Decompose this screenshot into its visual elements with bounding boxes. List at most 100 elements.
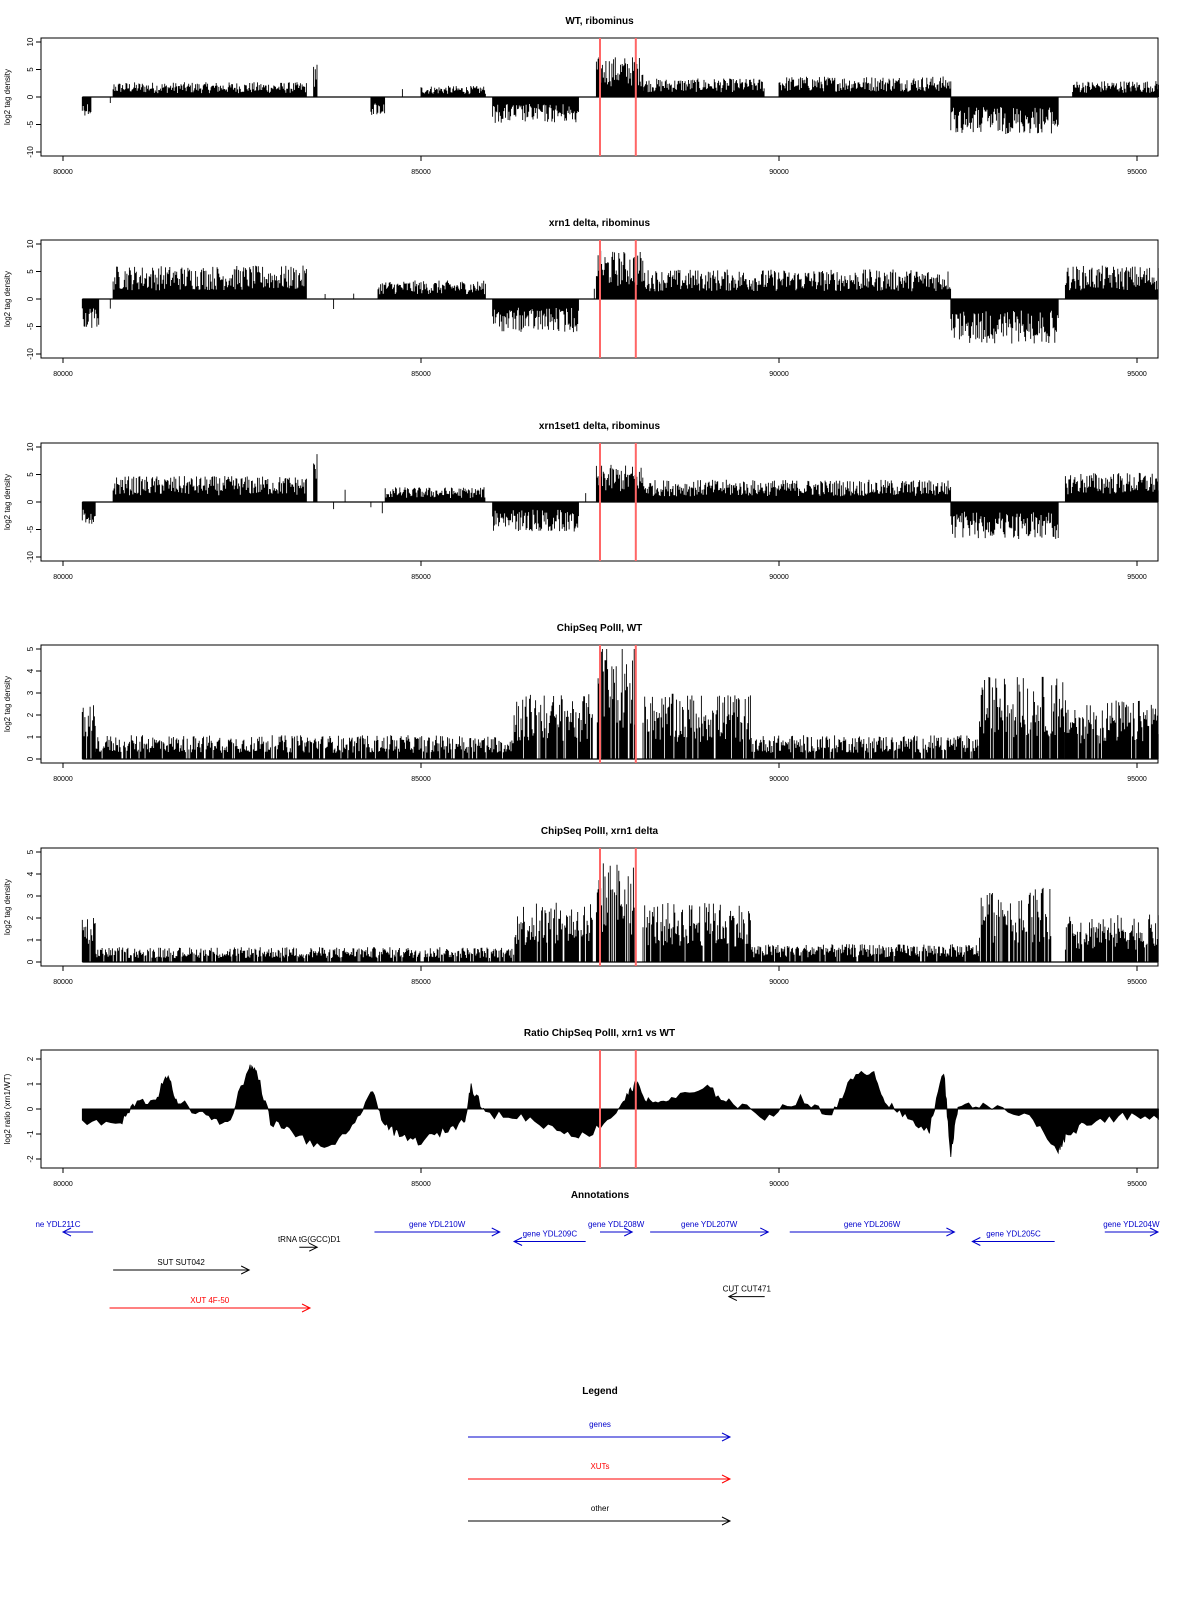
y-tick-label: 1 <box>26 734 35 739</box>
signal-bars <box>595 464 644 502</box>
signal-segment <box>81 705 96 759</box>
annotation-feature: gene YDL204W <box>1103 1220 1160 1237</box>
signal-bars <box>642 903 751 962</box>
y-tick-label: 3 <box>26 893 35 898</box>
y-axis-label: log2 tag density <box>3 474 12 530</box>
signal-bars <box>642 693 751 759</box>
y-tick-label: 5 <box>26 67 35 72</box>
y-axis-label: log2 ratio (xrn1/WT) <box>3 1073 12 1144</box>
annotation-feature: gene YDL208W <box>588 1220 645 1237</box>
signal-bars <box>749 944 980 962</box>
signal-bars <box>384 487 486 502</box>
signal-segment <box>642 78 765 97</box>
x-tick-label: 85000 <box>411 979 431 986</box>
legend-arrowhead <box>721 1432 732 1442</box>
panel-title: ChipSeq PolII, xrn1 delta <box>541 826 659 837</box>
annotation-label: gene YDL205C <box>986 1230 1041 1239</box>
signal-bars <box>94 735 515 759</box>
x-tick-label: 80000 <box>53 169 73 176</box>
sparse-marks <box>109 89 403 103</box>
y-tick-label: -5 <box>26 120 35 128</box>
x-tick-label: 95000 <box>1127 169 1147 176</box>
annotation-feature: XUT 4F-50 <box>109 1296 312 1313</box>
annotation-label: gene YDL207W <box>681 1220 738 1229</box>
signal-segment <box>642 693 751 759</box>
signal-segment <box>1064 472 1159 502</box>
signal-bars <box>377 280 486 299</box>
signal-segment <box>749 735 979 759</box>
annotation-label: gene YDL208W <box>588 1220 645 1229</box>
annotation-arrowhead <box>61 1227 72 1237</box>
x-tick-label: 95000 <box>1127 776 1147 783</box>
panel-title: ChipSeq PolII, WT <box>557 623 643 634</box>
ratio-area <box>81 1064 1159 1158</box>
y-tick-label: -10 <box>26 348 35 360</box>
annotation-label: gene YDL206W <box>844 1220 901 1229</box>
signal-bars <box>749 735 979 759</box>
signal-segment <box>950 502 1059 539</box>
annotation-feature: gene YDL206W <box>789 1220 956 1237</box>
y-tick-label: 0 <box>26 94 35 99</box>
signal-bars <box>492 299 579 333</box>
signal-segment <box>513 694 593 759</box>
signal-bars <box>81 918 96 962</box>
signal-segment <box>313 454 318 502</box>
x-tick-label: 95000 <box>1127 574 1147 581</box>
x-tick-label: 80000 <box>53 574 73 581</box>
legend-label: other <box>591 1504 610 1513</box>
signal-segment <box>979 887 1052 962</box>
signal-bars <box>1064 700 1159 759</box>
annotation-label: SUT SUT042 <box>157 1258 205 1267</box>
signal-bars <box>370 97 386 115</box>
y-axis-label: log2 tag density <box>3 676 12 732</box>
legend-label: XUTs <box>590 1462 609 1471</box>
signal-bars <box>950 97 1059 134</box>
x-tick-label: 85000 <box>411 574 431 581</box>
legend-arrowhead <box>721 1516 732 1526</box>
signal-bars <box>81 299 100 328</box>
y-tick-label: 0 <box>26 959 35 964</box>
signal-segment <box>749 944 980 962</box>
annotation-arrowhead <box>308 1242 319 1252</box>
x-tick-label: 90000 <box>769 371 789 378</box>
annotation-arrowhead <box>1149 1227 1160 1237</box>
signal-bars <box>112 265 307 299</box>
signal-bars <box>642 78 765 97</box>
y-tick-label: -10 <box>26 146 35 158</box>
y-tick-label: 1 <box>26 937 35 942</box>
legend-item: other <box>468 1504 732 1526</box>
annotations-track: Annotations ne YDL211C SUT SUT042 XUT 4F-50… <box>35 1190 1160 1313</box>
annotation-arrowhead <box>240 1265 251 1275</box>
panel-title: WT, ribominus <box>565 16 634 27</box>
y-tick-label: -2 <box>26 1155 35 1163</box>
x-tick-label: 80000 <box>53 776 73 783</box>
y-tick-label: 5 <box>26 849 35 854</box>
signal-bars <box>642 479 952 502</box>
y-tick-label: 3 <box>26 690 35 695</box>
signal-segment <box>950 299 1059 344</box>
signal-bars <box>420 85 486 97</box>
x-tick-label: 95000 <box>1127 371 1147 378</box>
annotation-arrowhead <box>727 1292 738 1302</box>
annotation-arrowhead <box>623 1227 634 1237</box>
signal-segment <box>642 479 952 502</box>
signal-bars <box>979 676 1065 759</box>
signal-segment <box>1064 914 1159 962</box>
signal-segment <box>81 918 96 962</box>
x-tick-label: 95000 <box>1127 979 1147 986</box>
signal-segment <box>377 280 486 299</box>
signal-bars <box>112 476 307 502</box>
legend: Legend genes XUTs other <box>468 1386 732 1526</box>
signal-bars <box>81 705 96 759</box>
x-tick-label: 85000 <box>411 371 431 378</box>
y-axis-label: log2 tag density <box>3 271 12 327</box>
panel-xrn1-ribominus: xrn1 delta, ribominus log2 tag density -10… <box>3 218 1159 378</box>
x-tick-label: 90000 <box>769 1181 789 1188</box>
annotation-arrowhead <box>301 1303 312 1313</box>
y-tick-label: 0 <box>26 499 35 504</box>
y-tick-label: 4 <box>26 668 35 673</box>
signal-segment <box>642 269 952 299</box>
x-tick-label: 90000 <box>769 979 789 986</box>
legend-item: XUTs <box>468 1462 732 1484</box>
y-tick-label: 10 <box>26 239 35 248</box>
